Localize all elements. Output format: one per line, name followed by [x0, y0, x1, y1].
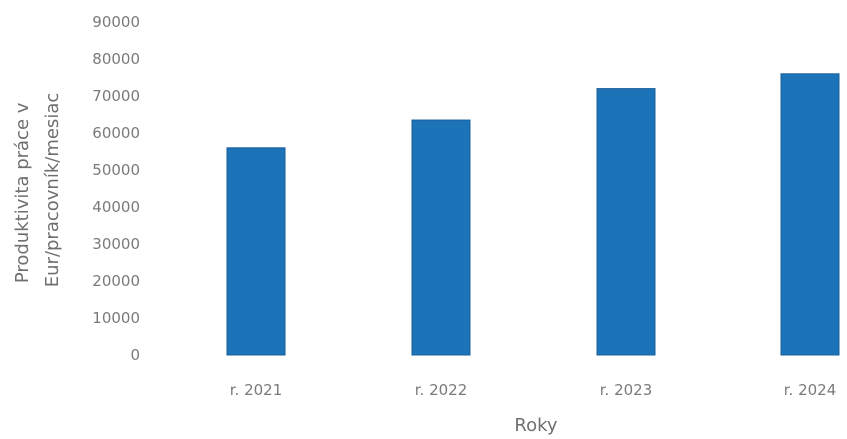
- y-tick-label: 60000: [92, 124, 140, 142]
- x-tick-label: r. 2024: [784, 381, 837, 399]
- y-tick-label: 90000: [92, 13, 140, 31]
- y-axis-title-line-2: Eur/pracovník/mesiac: [42, 93, 63, 287]
- y-tick-label: 80000: [92, 50, 140, 68]
- bar: [596, 88, 656, 356]
- y-tick-label: 30000: [92, 235, 140, 253]
- y-axis-title-line-1: Produktivita práce v: [12, 102, 33, 283]
- x-tick-label: r. 2021: [230, 381, 283, 399]
- y-tick-label: 50000: [92, 161, 140, 179]
- x-tick-label: r. 2022: [415, 381, 468, 399]
- x-axis-title: Roky: [514, 415, 557, 436]
- bar: [226, 147, 286, 356]
- y-axis-ticks: 0 10000 20000 30000 40000 50000 60000 70000 8000…: [92, 13, 140, 364]
- y-tick-label: 40000: [92, 198, 140, 216]
- bars: [226, 73, 840, 356]
- bar: [411, 119, 471, 356]
- x-tick-label: r. 2023: [600, 381, 653, 399]
- y-tick-label: 20000: [92, 272, 140, 290]
- bar: [780, 73, 840, 356]
- x-axis-ticks: r. 2021 r. 2022 r. 2023 r. 2024: [230, 381, 837, 399]
- y-tick-label: 10000: [92, 309, 140, 327]
- svg-text:Produktivita práce v E: Produktivita práce v Eur/pracovník/mesia…: [12, 93, 63, 287]
- y-tick-label: 70000: [92, 87, 140, 105]
- y-axis-title: Produktivita práce v Eur/pracovník/mesia…: [12, 93, 63, 287]
- y-tick-label: 0: [130, 346, 140, 364]
